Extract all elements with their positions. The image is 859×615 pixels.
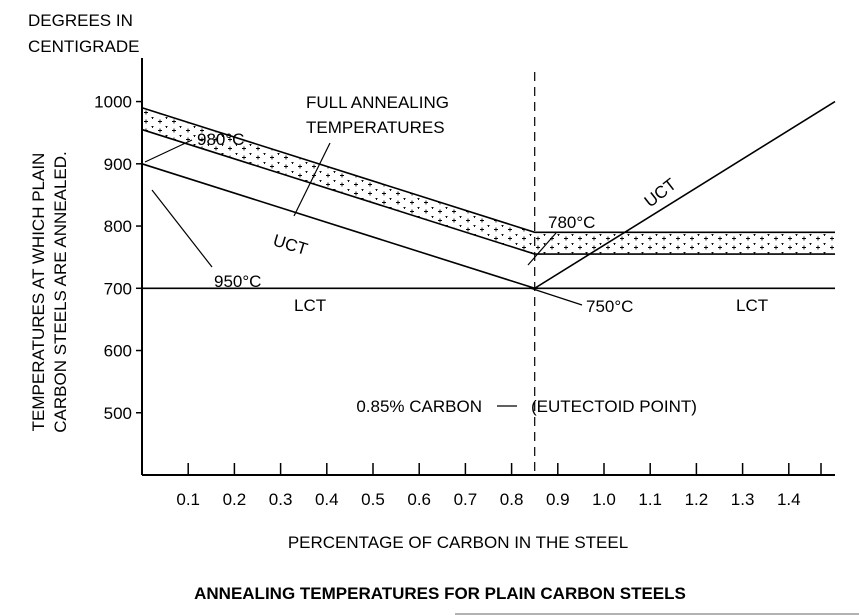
leader-980c [144,139,193,163]
x-tick-label: 1.4 [777,490,801,509]
x-tick-label: 0.5 [361,490,385,509]
x-tick-label: 0.2 [223,490,247,509]
x-tick-label: 0.1 [176,490,200,509]
x-axis-label: PERCENTAGE OF CARBON IN THE STEEL [288,533,628,552]
full-annealing-upper-line [141,107,835,234]
y-axis-label: TEMPERATURES AT WHICH PLAIN CARBON STEEL… [29,151,70,433]
full-annealing-label-line1: FULL ANNEALING [306,93,449,112]
label-950c: 950°C [214,272,261,291]
y-axis-label-line1: TEMPERATURES AT WHICH PLAIN [29,153,48,432]
full-annealing-leader [293,142,331,217]
y-tick-label: 800 [104,217,132,236]
x-tick-label: 0.3 [269,490,293,509]
y-axis-label-line2: CARBON STEELS ARE ANNEALED. [51,151,70,433]
x-tick-label: 0.4 [315,490,339,509]
full-annealing-label-line2: TEMPERATURES [306,118,445,137]
x-tick-label: 1.2 [685,490,709,509]
label-lct-right: LCT [736,296,768,315]
x-tick-label: 0.8 [500,490,524,509]
series-lines [141,100,836,290]
x-tick-label: 1.1 [638,490,662,509]
units-label-line2: CENTIGRADE [28,37,139,56]
leader-750c [529,287,583,306]
x-tick-label: 1.3 [731,490,755,509]
label-eutectoid: (EUTECTOID POINT) [531,397,697,416]
label-980c: 980°C [197,130,244,149]
x-ticks: 0.1 0.2 0.3 0.4 0.5 0.6 0.7 0.8 0.9 1.0 1.1 1.2 1.3 1… [176,463,822,509]
label-uct-right: UCT [641,175,680,211]
label-carbon: 0.85% CARBON [356,397,482,416]
x-tick-label: 0.6 [407,490,431,509]
label-lct-left: LCT [294,296,326,315]
y-tick-label: 500 [104,404,132,423]
y-tick-label: 700 [104,279,132,298]
uct-line [141,100,836,290]
y-tick-label: 900 [104,155,132,174]
full-annealing-band [142,107,835,255]
leader-950c [151,189,213,268]
x-tick-label: 0.9 [546,490,570,509]
y-tick-label: 1000 [94,93,132,112]
x-tick-label: 1.0 [592,490,616,509]
label-750c: 750°C [586,297,633,316]
y-tick-label: 600 [104,342,132,361]
leader-780c [527,232,557,266]
chart-title: ANNEALING TEMPERATURES FOR PLAIN CARBON … [194,584,686,603]
full-annealing-lower-line [141,128,835,255]
units-label-line1: DEGREES IN [28,11,133,30]
label-780c: 780°C [548,213,595,232]
x-tick-label: 0.7 [454,490,478,509]
y-ticks: 500 600 700 800 900 1000 [94,93,142,423]
label-uct-left: UCT [271,231,310,259]
